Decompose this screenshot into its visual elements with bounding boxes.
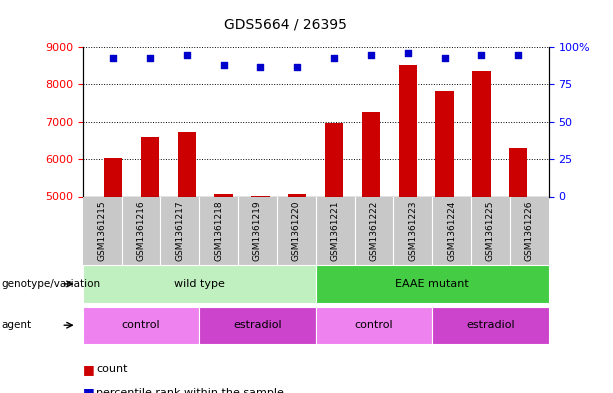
Point [145,55,155,61]
Text: ■: ■ [83,386,94,393]
Bar [288,194,306,196]
Text: GSM1361225: GSM1361225 [486,201,495,261]
Bar [472,72,490,196]
Text: GSM1361221: GSM1361221 [330,201,340,261]
Point [476,51,486,58]
Text: percentile rank within the sample: percentile rank within the sample [96,388,284,393]
Text: GSM1361222: GSM1361222 [370,201,378,261]
Text: EAAE mutant: EAAE mutant [395,279,469,289]
Point [219,62,229,68]
Point [109,55,118,61]
Text: control: control [121,320,161,330]
Bar [509,148,527,196]
Bar [362,112,380,196]
Bar [178,132,196,196]
Point [292,63,302,70]
Point [403,50,413,56]
Text: genotype/variation: genotype/variation [1,279,101,289]
Text: GSM1361217: GSM1361217 [175,200,185,261]
Text: count: count [96,364,128,375]
Text: control: control [354,320,394,330]
Text: wild type: wild type [174,279,224,289]
Text: GDS5664 / 26395: GDS5664 / 26395 [224,17,346,31]
Text: estradiol: estradiol [466,320,515,330]
Point [513,51,523,58]
Text: GSM1361226: GSM1361226 [525,201,534,261]
Text: GSM1361220: GSM1361220 [292,201,301,261]
Text: GSM1361224: GSM1361224 [447,201,456,261]
Text: GSM1361219: GSM1361219 [253,200,262,261]
Point [366,51,376,58]
Point [440,55,449,61]
Bar [104,158,123,196]
Text: GSM1361215: GSM1361215 [97,200,107,261]
Point [329,55,339,61]
Bar [325,123,343,196]
Text: GSM1361216: GSM1361216 [137,200,145,261]
Bar [141,137,159,196]
Text: GSM1361218: GSM1361218 [214,200,223,261]
Bar [398,65,417,196]
Bar [435,91,454,196]
Text: agent: agent [1,320,31,330]
Bar [215,193,233,196]
Text: GSM1361223: GSM1361223 [408,201,417,261]
Text: estradiol: estradiol [233,320,282,330]
Point [256,63,265,70]
Text: ■: ■ [83,363,94,376]
Point [182,51,192,58]
